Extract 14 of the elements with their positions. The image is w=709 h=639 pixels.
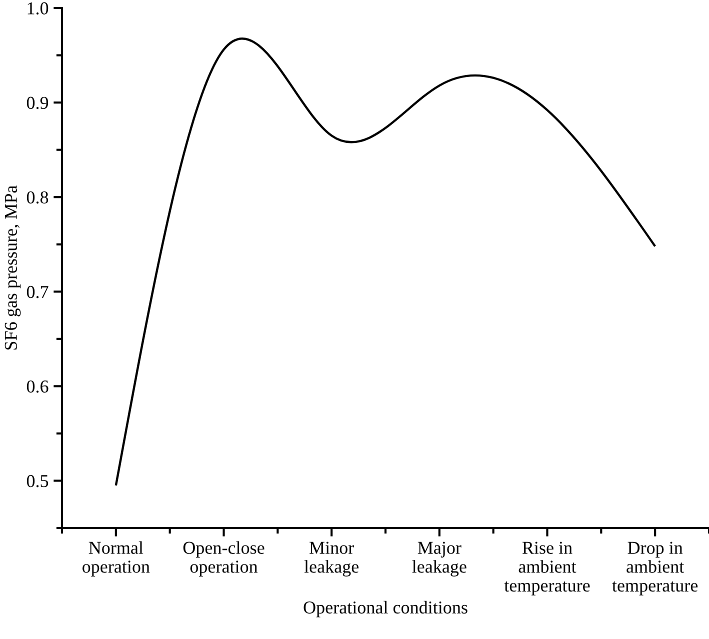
x-tick-label: Major leakage [412, 542, 466, 576]
y-tick-label: 0.9 [26, 96, 48, 110]
x-tick-label: Normal operation [82, 541, 150, 576]
y-tick-label: 0.5 [26, 474, 48, 488]
x-axis-title: Operational conditions [304, 600, 468, 618]
x-tick-label: Open-close operation [183, 541, 264, 576]
x-tick-label: Minor leakage [304, 542, 359, 576]
y-tick-label: 1.0 [28, 2, 48, 15]
x-tick-label: Rise in ambient temperature [504, 542, 590, 596]
y-axis-title: SF6 gas pressure, MPa [4, 185, 21, 350]
x-tick-label: Drop in ambient temperature [612, 542, 698, 596]
y-tick-label: 0.7 [26, 286, 48, 298]
y-tick-label: 0.8 [26, 191, 48, 204]
y-tick-label: 0.6 [26, 380, 48, 393]
